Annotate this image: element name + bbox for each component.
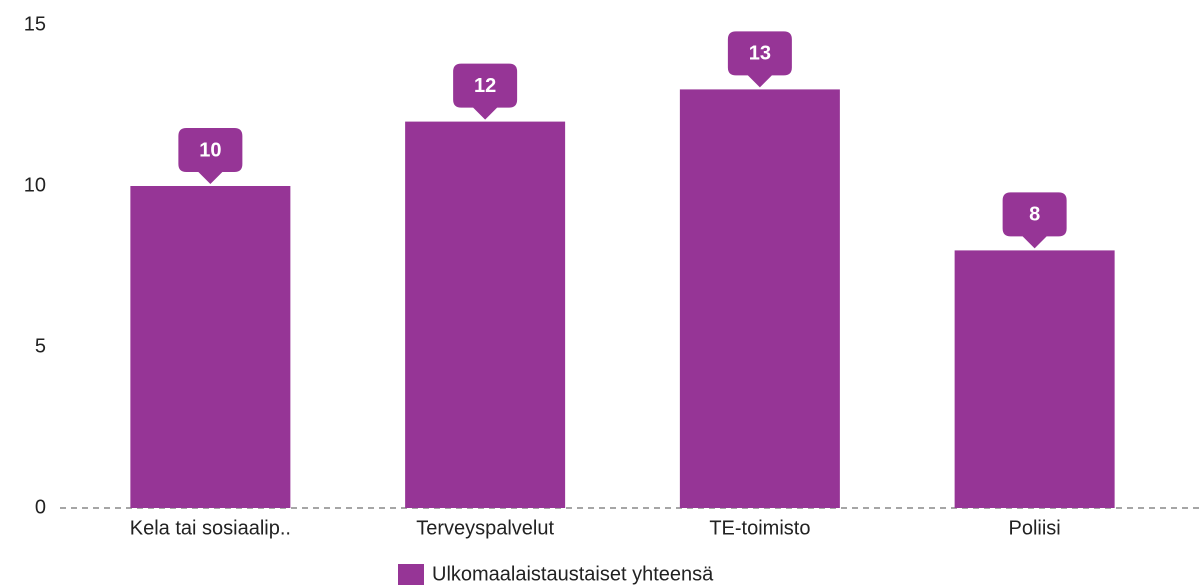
x-tick-label: Kela tai sosiaalip.. xyxy=(130,517,291,539)
value-callout xyxy=(453,63,518,120)
value-label: 13 xyxy=(749,43,771,65)
bar xyxy=(130,186,291,508)
y-tick-label: 5 xyxy=(35,335,46,357)
value-callout xyxy=(1002,192,1067,249)
value-callout xyxy=(727,31,792,88)
x-tick-label: TE-toimisto xyxy=(709,517,810,539)
y-tick-label: 15 xyxy=(24,13,46,35)
x-tick-label: Poliisi xyxy=(1009,517,1061,539)
legend-label: Ulkomaalaistaustaiset yhteensä xyxy=(432,563,714,585)
x-tick-label: Terveyspalvelut xyxy=(416,517,554,539)
bar xyxy=(954,250,1115,508)
y-tick-label: 10 xyxy=(24,174,46,196)
bar xyxy=(405,121,566,508)
value-label: 10 xyxy=(199,139,221,161)
value-label: 12 xyxy=(474,75,496,97)
bar xyxy=(679,89,840,509)
y-tick-label: 0 xyxy=(35,496,46,518)
legend-swatch xyxy=(398,564,424,585)
value-label: 8 xyxy=(1029,204,1040,226)
value-callout xyxy=(178,128,243,184)
